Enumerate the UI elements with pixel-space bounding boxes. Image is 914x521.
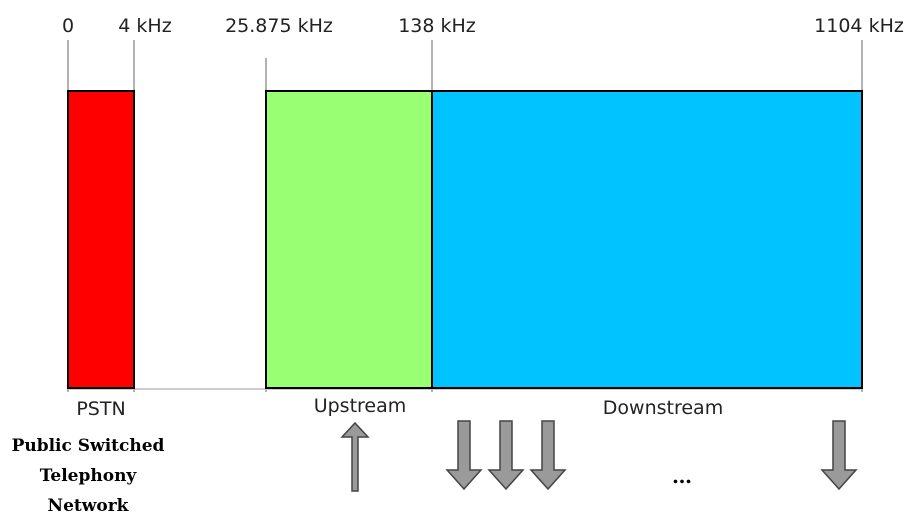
tick-label-25875khz: 25.875 kHz bbox=[225, 15, 333, 37]
tick-label-1104khz: 1104 kHz bbox=[814, 15, 904, 37]
tick-label-138khz: 138 kHz bbox=[398, 15, 476, 37]
upstream-arrow-icon bbox=[340, 421, 370, 492]
tick-label-0: 0 bbox=[62, 15, 74, 37]
tick-label-4khz: 4 kHz bbox=[118, 15, 171, 37]
downstream-arrow-icon bbox=[820, 420, 858, 491]
pstn-caption-line1: Public Switched bbox=[11, 436, 165, 456]
downstream-arrow-icon bbox=[529, 420, 567, 491]
band-label-pstn: PSTN bbox=[76, 398, 125, 420]
band-label-upstream: Upstream bbox=[314, 395, 407, 417]
band-pstn bbox=[67, 90, 135, 389]
downstream-arrow-icon bbox=[445, 420, 483, 491]
band-downstream bbox=[431, 90, 863, 389]
spectrum-diagram: 0 4 kHz 25.875 kHz 138 kHz 1104 kHz PSTN… bbox=[62, 15, 904, 492]
band-label-downstream: Downstream bbox=[603, 397, 723, 419]
band-upstream bbox=[265, 90, 433, 389]
pstn-caption-line2: Telephony Network bbox=[39, 466, 137, 516]
downstream-arrow-icon bbox=[487, 420, 525, 491]
downstream-ellipsis: … bbox=[672, 464, 692, 488]
